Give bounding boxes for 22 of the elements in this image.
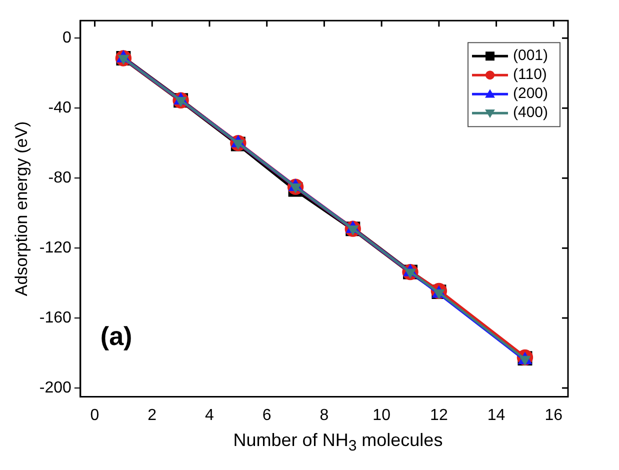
y-tick-label: -160: [39, 309, 72, 326]
legend-label: (110): [513, 66, 547, 84]
legend-label: (400): [513, 104, 548, 122]
x-tick-label: 16: [544, 406, 563, 424]
x-tick-label: 12: [430, 406, 448, 424]
y-tick-label: -200: [39, 379, 72, 396]
y-tick-label: -120: [39, 239, 72, 256]
x-tick-label: 0: [90, 406, 100, 424]
y-tick-label: -40: [48, 99, 72, 116]
legend-label: (200): [513, 85, 548, 102]
x-tick-label: 2: [148, 406, 157, 424]
x-tick-label: 14: [487, 406, 506, 424]
x-axis-title: Number of NH$_{3}$ molecules: [232, 430, 444, 455]
x-tick-label: 4: [205, 406, 214, 424]
y-tick-label: 0: [62, 30, 72, 47]
y-axis-title: Adsorption energy (eV): [12, 121, 31, 296]
legend-label: (001): [513, 47, 548, 64]
x-tick-label: 6: [262, 406, 272, 424]
x-tick-label: 10: [372, 406, 391, 424]
annotation: (a): [100, 320, 132, 351]
x-tick-label: 8: [320, 406, 329, 424]
y-tick-label: -80: [48, 169, 72, 186]
